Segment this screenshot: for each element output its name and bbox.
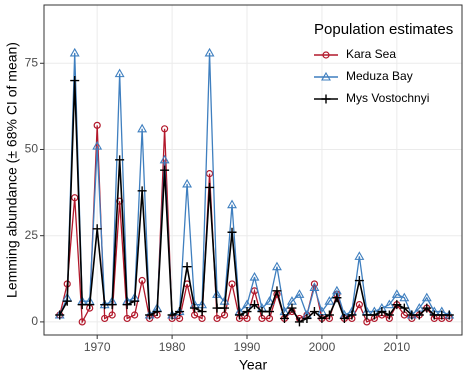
data-point xyxy=(377,307,387,317)
data-point xyxy=(115,155,125,165)
data-point xyxy=(137,186,147,196)
legend-label: Meduza Bay xyxy=(346,69,413,83)
data-point xyxy=(227,227,237,237)
data-point xyxy=(444,310,454,320)
x-tick-label: 1990 xyxy=(234,340,261,354)
data-point xyxy=(242,307,252,317)
data-point xyxy=(347,310,357,320)
data-point xyxy=(138,276,146,285)
data-point xyxy=(264,307,274,317)
data-point xyxy=(279,313,289,323)
legend-title: Population estimates xyxy=(314,21,453,38)
y-tick-label: 0 xyxy=(31,314,38,328)
data-point xyxy=(421,292,432,302)
series-line xyxy=(59,125,450,325)
data-point xyxy=(78,318,86,326)
data-point xyxy=(161,125,169,133)
data-point xyxy=(92,140,103,150)
data-point xyxy=(235,310,245,320)
data-point xyxy=(123,314,131,323)
data-point xyxy=(62,296,72,306)
data-point xyxy=(324,310,334,320)
data-point xyxy=(392,300,402,310)
data-point xyxy=(101,314,109,323)
data-point xyxy=(228,280,236,288)
data-point xyxy=(302,313,312,323)
y-tick-label: 25 xyxy=(25,228,39,242)
data-point xyxy=(264,296,275,305)
series-line xyxy=(59,52,450,318)
data-point xyxy=(182,178,193,188)
data-point xyxy=(85,300,95,310)
data-point xyxy=(114,68,125,78)
data-point xyxy=(354,251,365,260)
data-point xyxy=(92,224,102,234)
data-point xyxy=(309,307,319,317)
data-point xyxy=(122,300,132,310)
data-point xyxy=(287,303,297,313)
data-point xyxy=(205,182,215,192)
y-axis-title: Lemming abundance (± 68% CI of mean) xyxy=(4,42,20,298)
data-point xyxy=(317,313,327,323)
data-point xyxy=(249,271,260,281)
x-tick-label: 2000 xyxy=(309,340,336,354)
data-point xyxy=(369,310,379,320)
data-point xyxy=(107,300,117,310)
data-point xyxy=(108,311,116,319)
data-point xyxy=(197,307,207,317)
data-point xyxy=(249,300,259,310)
data-point xyxy=(55,310,65,320)
data-point xyxy=(159,154,170,164)
legend-marker xyxy=(321,71,331,81)
data-point xyxy=(145,310,155,320)
legend-marker xyxy=(322,51,330,59)
x-tick-label: 1970 xyxy=(84,340,111,354)
data-point xyxy=(93,121,101,129)
data-point xyxy=(204,47,215,57)
data-point xyxy=(272,261,282,271)
data-point xyxy=(190,303,200,313)
legend-marker xyxy=(321,94,331,104)
data-point xyxy=(69,47,80,57)
data-point xyxy=(384,310,394,320)
data-point xyxy=(294,289,305,298)
data-point xyxy=(175,307,185,317)
data-point xyxy=(116,197,124,205)
data-point xyxy=(220,303,230,313)
data-point xyxy=(131,311,139,319)
data-point xyxy=(130,296,140,306)
data-point xyxy=(422,303,432,313)
y-tick-label: 75 xyxy=(25,55,39,69)
data-point xyxy=(355,301,363,309)
legend-label: Mys Vostochnyi xyxy=(346,91,429,105)
data-point xyxy=(399,303,409,313)
data-point xyxy=(227,199,237,209)
data-point xyxy=(391,289,402,298)
legend-label: Kara Sea xyxy=(346,47,396,61)
data-point xyxy=(137,123,148,133)
data-point xyxy=(272,286,282,296)
data-point xyxy=(309,282,320,291)
data-point xyxy=(324,296,335,305)
data-point xyxy=(354,276,364,286)
x-tick-label: 2010 xyxy=(383,340,410,354)
data-point xyxy=(71,194,79,202)
data-point xyxy=(294,317,304,327)
panel-border xyxy=(43,4,463,336)
data-point xyxy=(152,307,162,317)
data-point xyxy=(70,76,80,86)
data-point xyxy=(332,293,342,303)
data-point xyxy=(167,310,177,320)
data-point xyxy=(182,262,192,272)
data-point xyxy=(339,313,349,323)
data-point xyxy=(399,292,410,302)
data-point xyxy=(414,310,424,320)
x-tick-label: 1980 xyxy=(159,340,186,354)
y-tick-label: 50 xyxy=(25,142,39,156)
data-point xyxy=(160,165,170,175)
x-axis-title: Year xyxy=(239,357,268,373)
data-point xyxy=(213,314,221,323)
data-point xyxy=(384,299,395,309)
